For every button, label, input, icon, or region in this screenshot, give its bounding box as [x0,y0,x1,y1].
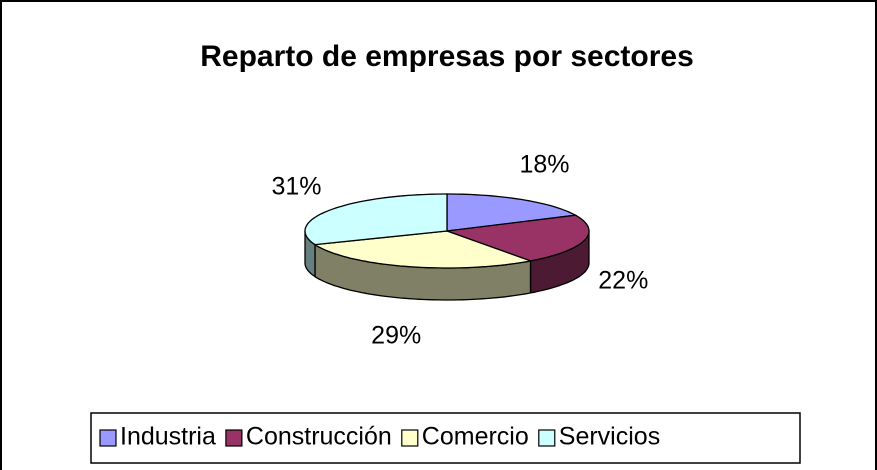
pie-slice [446,193,578,232]
pie-slice [304,193,448,246]
data-label: 18% [519,151,569,179]
legend-label: Comercio [422,423,529,451]
data-label: 22% [598,267,648,295]
legend-label: Construcción [246,423,392,451]
data-label: 29% [371,322,421,350]
legend-swatch [225,429,243,447]
pie: 18% 22% 29% 31% [271,151,648,350]
legend-swatch [99,429,117,447]
pie-slice [446,214,590,262]
chart-title: Reparto de empresas por sectores [200,40,694,73]
data-label: 31% [271,172,321,200]
legend-swatch [401,429,419,447]
legend-label: Industria [120,423,216,451]
legend: Industria Construcción Comercio Servicios [99,423,660,451]
legend-swatch [538,429,556,447]
legend-label: Servicios [559,423,660,451]
pie-slice [313,230,533,269]
legend-box [90,412,801,464]
